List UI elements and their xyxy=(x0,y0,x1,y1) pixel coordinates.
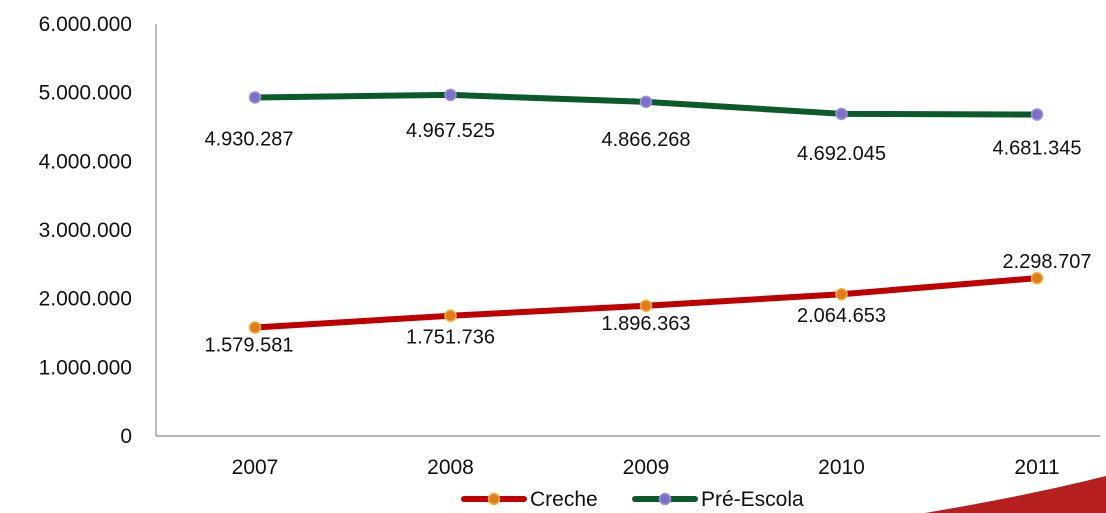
data-label: 2.064.653 xyxy=(797,305,886,327)
data-point xyxy=(639,299,653,313)
data-point xyxy=(835,107,848,121)
data-label: 4.681.345 xyxy=(993,138,1082,160)
data-point xyxy=(444,309,457,322)
data-point xyxy=(639,95,653,109)
x-tick-label: 2009 xyxy=(623,456,670,479)
data-point xyxy=(1030,271,1044,285)
data-point xyxy=(835,287,848,301)
data-labels: 1.579.581 1.751.736 1.896.363 2.064.653 2.29… xyxy=(205,120,1092,357)
data-point xyxy=(1030,108,1044,121)
y-tick-label: 0 xyxy=(120,425,132,448)
data-point xyxy=(248,91,262,104)
series-points xyxy=(248,88,1044,334)
data-label: 1.896.363 xyxy=(602,313,691,335)
x-tick-label: 2010 xyxy=(818,456,865,479)
data-label: 1.751.736 xyxy=(406,327,495,349)
x-tick-label: 2008 xyxy=(427,456,474,479)
swoosh-shape xyxy=(925,476,1106,513)
data-label: 4.692.045 xyxy=(797,143,886,165)
data-label: 4.930.287 xyxy=(205,128,294,150)
legend-marker xyxy=(487,492,501,506)
legend-label: Creche xyxy=(530,488,598,511)
x-axis-ticks: 2007 2008 2009 2010 2011 xyxy=(232,456,1060,479)
y-tick-label: 5.000.000 xyxy=(39,82,132,105)
y-tick-label: 2.000.000 xyxy=(39,288,132,311)
y-axis-ticks: 0 1.000.000 2.000.000 3.000.000 4.000.000 5.0… xyxy=(39,13,132,448)
data-label: 4.866.268 xyxy=(602,129,691,151)
legend-marker xyxy=(658,492,672,506)
y-tick-label: 3.000.000 xyxy=(39,219,132,242)
data-label: 1.579.581 xyxy=(205,335,294,357)
data-point xyxy=(248,321,262,334)
legend: Creche Pré-Escola xyxy=(461,488,804,511)
chart-axes xyxy=(155,24,1100,437)
data-point xyxy=(444,88,457,102)
x-tick-label: 2007 xyxy=(232,456,279,479)
decorative-swoosh xyxy=(925,476,1106,513)
x-tick-label: 2011 xyxy=(1014,456,1059,479)
legend-label: Pré-Escola xyxy=(701,488,804,511)
y-tick-label: 4.000.000 xyxy=(39,150,132,173)
y-tick-label: 1.000.000 xyxy=(39,356,132,379)
data-label: 2.298.707 xyxy=(1003,251,1092,273)
y-tick-label: 6.000.000 xyxy=(39,13,132,36)
data-label: 4.967.525 xyxy=(406,120,495,142)
